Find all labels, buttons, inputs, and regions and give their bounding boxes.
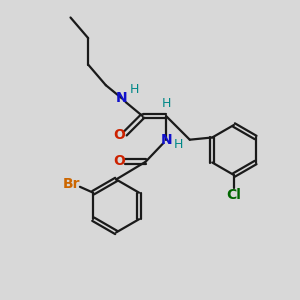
Text: Br: Br — [63, 177, 81, 191]
Text: N: N — [116, 92, 128, 106]
Text: O: O — [114, 128, 126, 142]
Text: N: N — [160, 133, 172, 147]
Text: H: H — [161, 97, 171, 110]
Text: H: H — [130, 82, 139, 95]
Text: H: H — [174, 139, 183, 152]
Text: Cl: Cl — [226, 188, 242, 202]
Text: O: O — [113, 154, 125, 168]
